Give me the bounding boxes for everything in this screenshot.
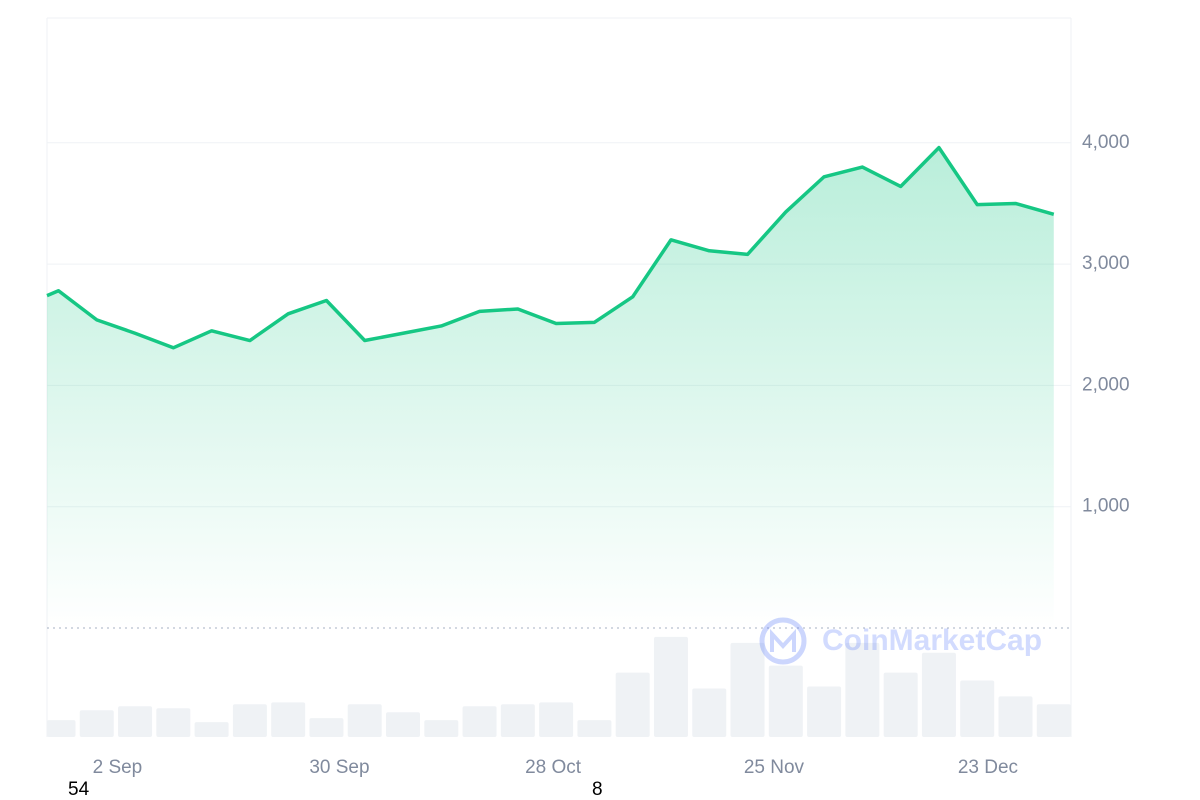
watermark: CoinMarketCap [822, 624, 1042, 657]
volume-bar [845, 642, 880, 737]
volume-bars [47, 636, 1071, 737]
volume-bar [79, 710, 114, 737]
volume-bar [386, 712, 421, 737]
volume-bar [921, 652, 956, 737]
volume-bar [194, 722, 229, 737]
plot [46, 145, 1055, 629]
volume-bar [577, 720, 612, 737]
volume-bar [232, 704, 267, 737]
volume-bar [118, 706, 153, 737]
volume-bar [47, 720, 76, 737]
volume-bar [883, 672, 918, 737]
volume-bar [347, 704, 382, 737]
y-tick-label: 1,000 [1082, 496, 1130, 517]
volume-bar [960, 680, 995, 737]
stray-label: 54 [68, 779, 90, 800]
volume-bar [1036, 704, 1071, 737]
volume-bar [730, 642, 765, 737]
x-tick-label: 30 Sep [309, 757, 369, 778]
volume-bar [615, 672, 650, 737]
volume-bar [424, 720, 459, 737]
volume-bar [768, 665, 803, 737]
volume-bar [653, 636, 688, 737]
volume-bar [807, 686, 842, 737]
x-tick-label: 28 Oct [525, 757, 582, 778]
x-tick-label: 2 Sep [93, 757, 143, 778]
volume-bar [156, 708, 191, 737]
price-line [46, 145, 1055, 350]
x-tick-label: 23 Dec [958, 757, 1018, 778]
volume-bar [309, 718, 344, 737]
volume-bar [462, 706, 497, 737]
volume-bar [500, 704, 535, 737]
y-tick-label: 3,000 [1082, 253, 1130, 274]
x-tick-label: 25 Nov [744, 757, 805, 778]
volume-bar [539, 702, 574, 737]
volume-bar [998, 696, 1033, 737]
volume-bar [271, 702, 306, 737]
stray-label: 8 [592, 779, 603, 800]
y-tick-label: 2,000 [1082, 374, 1130, 395]
y-tick-label: 4,000 [1082, 132, 1130, 153]
area-fill [47, 147, 1054, 629]
volume-bar [692, 688, 727, 737]
